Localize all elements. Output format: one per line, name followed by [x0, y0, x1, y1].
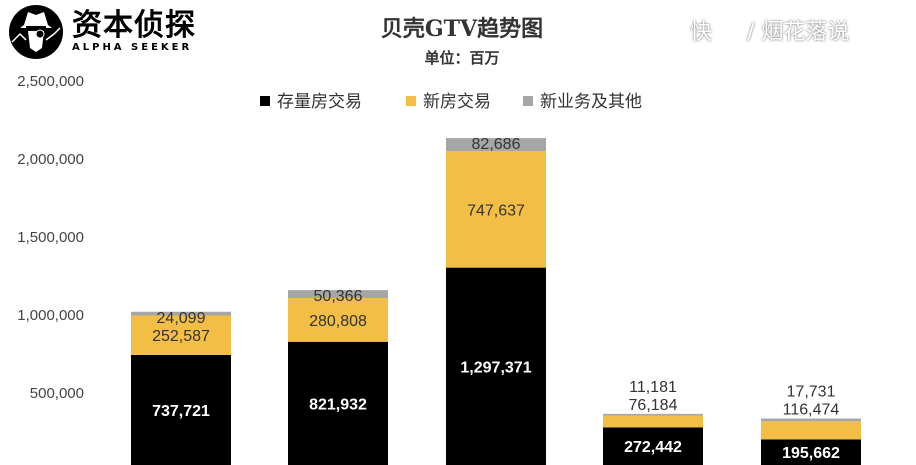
data-label: 82,686 — [472, 136, 521, 153]
logo-chinese-name: 资本侦探 — [72, 8, 196, 43]
legend-swatch — [260, 96, 270, 106]
bar-segment — [446, 138, 546, 151]
legend: 存量房交易 新房交易 新业务及其他 — [260, 92, 642, 112]
watermark: 快 / 烟花落说 — [690, 20, 850, 45]
bar-segment — [131, 315, 231, 355]
data-label: 280,808 — [309, 313, 367, 330]
bar-segment — [603, 427, 703, 465]
detective-logo-icon — [9, 5, 63, 59]
data-label: 1,297,371 — [460, 359, 531, 376]
data-label: 747,637 — [467, 202, 525, 219]
y-axis: 0 500,000 1,000,000 1,500,000 2,000,000 2,500… — [17, 73, 84, 465]
data-label: 195,662 — [782, 445, 840, 462]
bar-segment — [131, 354, 231, 465]
y-tick-label: 0 — [76, 463, 84, 465]
bar-segment — [603, 415, 703, 428]
data-label: 116,474 — [783, 402, 840, 419]
logo: 资本侦探 ALPHA SEEKER — [6, 4, 196, 60]
logo-english-name: ALPHA SEEKER — [72, 42, 193, 53]
y-tick-label: 1,500,000 — [17, 229, 84, 246]
data-label: 17,731 — [787, 384, 836, 401]
bar-segment — [288, 297, 388, 342]
data-label: 76,184 — [629, 397, 678, 414]
bar-segment — [603, 413, 703, 416]
data-label: 821,932 — [309, 396, 367, 413]
bar-stack: 1,297,371 747,637 82,686 — [446, 136, 546, 465]
y-tick-label: 1,000,000 — [17, 307, 84, 324]
bar-segment — [446, 267, 546, 465]
bar-segment — [446, 150, 546, 268]
bar-segment — [761, 421, 861, 440]
chart-title: 贝壳GTV趋势图 — [381, 16, 543, 42]
legend-swatch — [406, 96, 416, 106]
data-label: 737,721 — [152, 403, 210, 420]
bar-segment — [761, 418, 861, 422]
y-tick-label: 2,500,000 — [17, 73, 84, 90]
data-label: 252,587 — [152, 328, 210, 345]
data-label: 11,181 — [629, 379, 677, 396]
bar-segment — [761, 439, 861, 465]
legend-swatch — [523, 96, 533, 106]
legend-label: 新业务及其他 — [540, 92, 642, 112]
bar-segment — [288, 341, 388, 465]
chart-subtitle: 单位：百万 — [424, 49, 499, 67]
y-tick-label: 500,000 — [30, 385, 84, 402]
bar-segment — [288, 290, 388, 298]
y-tick-label: 2,000,000 — [17, 151, 84, 168]
data-label: 24,099 — [157, 310, 206, 327]
data-label: 272,442 — [624, 439, 682, 456]
legend-label: 存量房交易 — [277, 92, 362, 112]
bar-segment — [131, 311, 231, 316]
data-label: 50,366 — [314, 288, 363, 305]
legend-label: 新房交易 — [423, 92, 491, 112]
bar-stack: 821,932 280,808 50,366 — [288, 288, 388, 465]
